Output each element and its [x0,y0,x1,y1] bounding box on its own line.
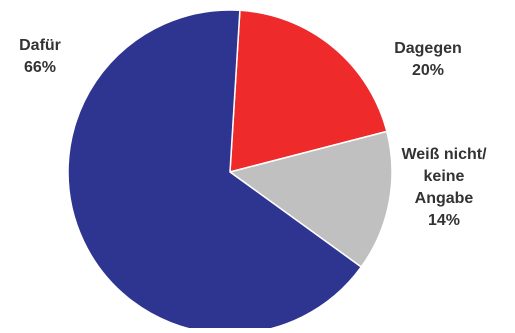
slice-weiss-nicht [228,130,393,269]
label-weiss-nicht-line-2: Angabe [415,190,474,207]
label-weiss-nicht: Weiß nicht/keine Angabe 14% [401,146,487,229]
slice-dagegen [229,9,388,173]
label-weiss-nicht-line-3: 14% [428,212,460,229]
label-dafuer-line-0: Dafür [19,37,61,54]
label-dagegen-line-0: Dagegen [394,40,462,57]
label-dafuer: Dafür 66% [19,37,61,76]
label-dafuer-line-1: 66% [24,59,56,76]
label-dagegen: Dagegen 20% [394,40,462,79]
label-dagegen-line-1: 20% [412,62,444,79]
slice-dafuer [67,9,363,333]
label-weiss-nicht-line-1: keine [424,168,465,185]
label-weiss-nicht-line-0: Weiß nicht/ [401,146,487,163]
labels-layer: Dagegen 20% Weiß nicht/keine Angabe 14% Dafür… [19,37,487,229]
slices-layer [67,9,393,333]
